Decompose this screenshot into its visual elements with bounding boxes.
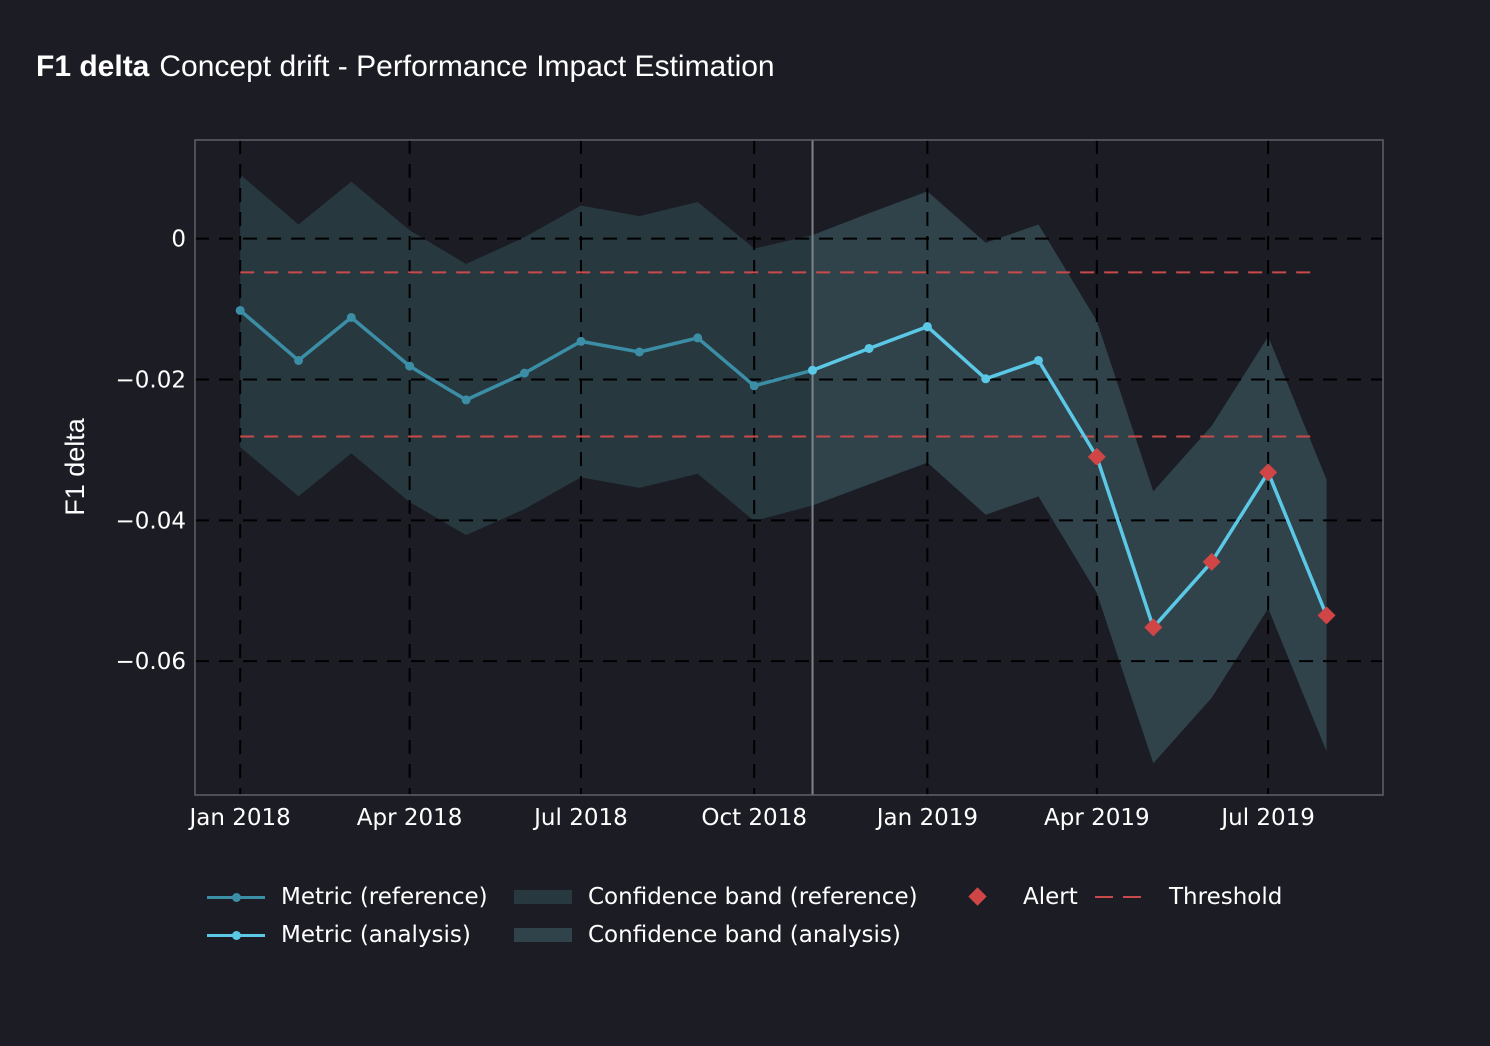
metric-reference-point <box>634 347 644 357</box>
legend-item-threshold[interactable]: Threshold <box>1093 884 1282 910</box>
confidence-bands <box>240 174 1327 764</box>
threshold-dash-icon <box>1093 887 1157 907</box>
legend-label-threshold: Threshold <box>1169 884 1283 910</box>
x-tick-label: Jul 2018 <box>532 805 628 831</box>
metric-reference-point <box>294 355 304 365</box>
x-tick-label: Jan 2019 <box>875 805 978 831</box>
legend-label-metric-analysis: Metric (analysis) <box>281 922 471 948</box>
legend-item-band-reference[interactable]: Confidence band (reference) <box>512 884 918 910</box>
metric-reference-point <box>461 395 471 405</box>
legend-item-alert[interactable]: Alert <box>947 884 1078 910</box>
legend-label-alert: Alert <box>1023 884 1078 910</box>
y-axis-label: F1 delta <box>60 417 90 516</box>
metric-reference-point <box>519 368 529 378</box>
chart-title: F1 delta Concept drift - Performance Impa… <box>36 50 775 84</box>
metric-reference-point <box>405 361 415 371</box>
band-analysis-swatch <box>512 925 576 945</box>
legend-item-band-analysis[interactable]: Confidence band (analysis) <box>512 922 901 948</box>
gridlines <box>195 140 1383 795</box>
x-tick-label: Jul 2019 <box>1219 805 1315 831</box>
legend-item-metric-analysis[interactable]: Metric (analysis) <box>205 922 471 948</box>
metric-analysis-point <box>808 365 818 375</box>
confidence-band-reference <box>240 174 813 536</box>
metric-reference-point <box>235 305 245 315</box>
metric-analysis-line <box>811 324 1329 630</box>
y-tick-label: 0 <box>171 227 186 253</box>
confidence-band-analysis <box>812 191 1327 764</box>
tick-labels: Jan 2018 Apr 2018 Jul 2018 Oct 2018 Jan 2019… <box>116 227 1315 831</box>
alert-markers <box>1087 447 1336 637</box>
alert-marker <box>1317 606 1336 625</box>
alert-marker <box>1259 463 1278 482</box>
metric-analysis-point <box>864 343 874 353</box>
alert-diamond-icon <box>947 887 1011 907</box>
y-tick-label: −0.02 <box>116 367 186 393</box>
y-tick-label: −0.06 <box>116 649 186 675</box>
plot-frame <box>194 139 1384 796</box>
x-tick-label: Jan 2018 <box>188 805 291 831</box>
legend-item-metric-reference[interactable]: Metric (reference) <box>205 884 488 910</box>
legend-label-metric-reference: Metric (reference) <box>281 884 488 910</box>
alert-marker <box>1144 618 1163 637</box>
alert-marker <box>1087 447 1106 466</box>
x-tick-label: Apr 2018 <box>357 805 463 831</box>
metric-analysis-point <box>922 322 932 332</box>
metric-reference-point <box>576 336 586 346</box>
metric-reference-point <box>346 312 356 322</box>
band-reference-swatch <box>512 887 576 907</box>
legend-label-band-analysis: Confidence band (analysis) <box>588 922 901 948</box>
chart-title-metric: F1 delta <box>36 50 150 83</box>
metric-analysis-point <box>1033 355 1043 365</box>
legend-label-band-reference: Confidence band (reference) <box>588 884 918 910</box>
metric-reference-swatch <box>205 887 269 907</box>
metric-analysis-point <box>981 374 991 384</box>
alert-marker <box>1202 552 1221 571</box>
metric-reference-point <box>693 333 703 343</box>
threshold-lines <box>240 271 1312 438</box>
chart-title-text: Concept drift - Performance Impact Estim… <box>159 50 775 83</box>
y-tick-label: −0.04 <box>116 508 186 534</box>
x-tick-label: Oct 2018 <box>701 805 807 831</box>
x-tick-label: Apr 2019 <box>1044 805 1150 831</box>
metric-reference-point <box>749 381 759 391</box>
metric-analysis-swatch <box>205 925 269 945</box>
